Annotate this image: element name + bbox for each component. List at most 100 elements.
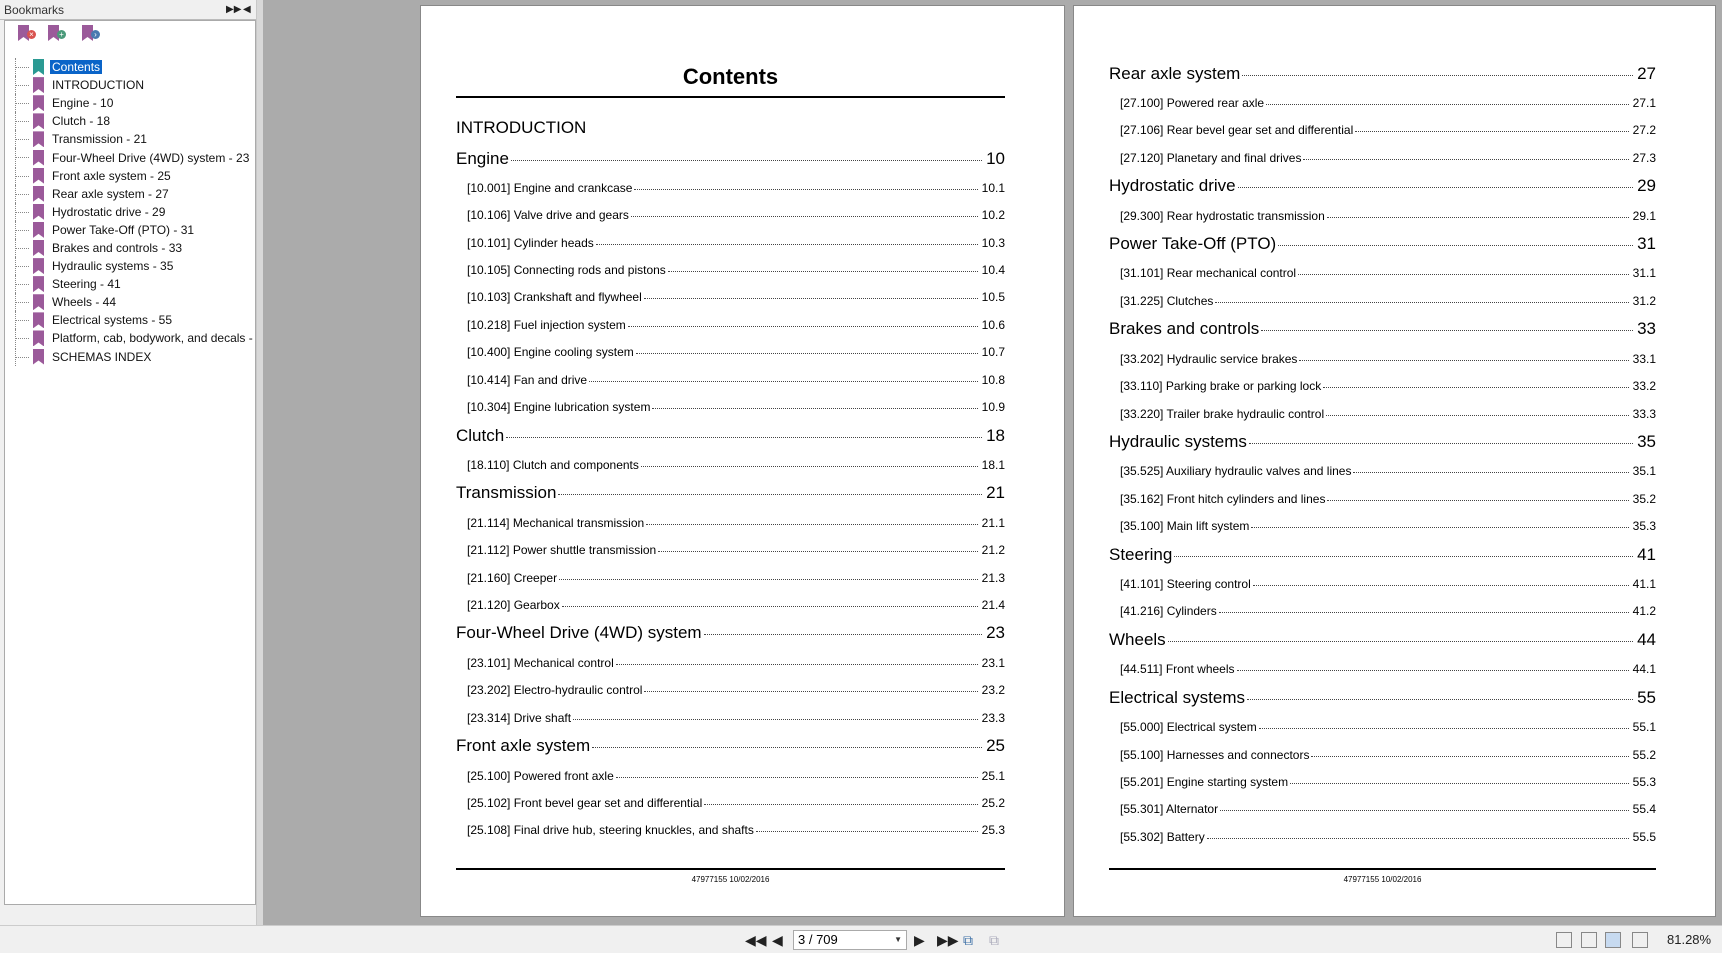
toc-entry[interactable]: [21.160] Creeper 21.3 [456,563,1005,590]
continuous-view-icon[interactable] [1581,932,1597,948]
toc-entry[interactable]: [27.106] Rear bevel gear set and differe… [1109,116,1656,143]
toc-entry[interactable]: [41.216] Cylinders 41.2 [1109,597,1656,624]
toc-section[interactable]: Electrical systems 55 [1109,682,1656,713]
toc-entry[interactable]: [21.112] Power shuttle transmission 21.2 [456,536,1005,563]
next-page-icon[interactable]: ▶ [914,932,925,948]
toc-entry[interactable]: [10.400] Engine cooling system 10.7 [456,338,1005,365]
toc-section[interactable]: Transmission 21 [456,478,1005,509]
toc-entry[interactable]: [18.110] Clutch and components 18.1 [456,451,1005,478]
toc-entry[interactable]: [25.100] Powered front axle 25.1 [456,761,1005,788]
add-bookmark-icon[interactable]: + [48,25,66,41]
toc-entry[interactable]: [10.103] Crankshaft and flywheel 10.5 [456,283,1005,310]
bookmark-item[interactable]: Hydraulic systems - 35 [15,257,255,276]
toc-entry[interactable]: [31.225] Clutches 31.2 [1109,286,1656,313]
page-footer: 47977155 10/02/2016 [1343,875,1422,884]
two-page-view-icon[interactable] [1605,932,1621,948]
toc-entry[interactable]: [33.220] Trailer brake hydraulic control… [1109,399,1656,426]
toc-entry[interactable]: [29.300] Rear hydrostatic transmission 29… [1109,201,1656,228]
toc-section[interactable]: Wheels 44 [1109,624,1656,655]
toc-section[interactable]: Power Take-Off (PTO) 31 [1109,229,1656,260]
toc-entry[interactable]: [35.100] Main lift system 35.3 [1109,512,1656,539]
dot-leader [615,663,978,665]
toc-entry[interactable]: [10.218] Fuel injection system 10.6 [456,310,1005,337]
toc-entry[interactable]: [55.000] Electrical system 55.1 [1109,713,1656,740]
previous-page-icon[interactable]: ◀ [772,932,783,948]
toc-entry[interactable]: [55.100] Harnesses and connectors 55.2 [1109,740,1656,767]
toc-entry[interactable]: [33.110] Parking brake or parking lock 33… [1109,372,1656,399]
chevron-down-icon[interactable]: ▼ [894,935,902,944]
bookmark-item[interactable]: Transmission - 21 [15,130,255,149]
toc-entry[interactable]: [10.001] Engine and crankcase 10.1 [456,174,1005,201]
toc-introduction[interactable]: INTRODUCTION [456,118,587,137]
entry-page: 55.2 [1632,747,1656,762]
toc-section[interactable]: Clutch 18 [456,420,1005,451]
bookmark-label: Rear axle system - 27 [52,186,169,201]
toc-entry[interactable]: [23.202] Electro-hydraulic control 23.2 [456,676,1005,703]
bookmark-item[interactable]: Steering - 41 [15,275,255,294]
toc-entry[interactable]: [21.120] Gearbox 21.4 [456,591,1005,618]
bookmark-item[interactable]: INTRODUCTION [15,76,255,95]
section-title: Brakes and controls [1109,319,1260,339]
toc-entry[interactable]: [35.525] Auxiliary hydraulic valves and … [1109,457,1656,484]
entry-page: 27.2 [1632,123,1656,138]
footer-rule [1109,868,1656,870]
toc-entry[interactable]: [55.301] Alternator 55.4 [1109,795,1656,822]
toc-entry[interactable]: [55.201] Engine starting system 55.3 [1109,768,1656,795]
toc-entry[interactable]: [25.108] Final drive hub, steering knuck… [456,816,1005,843]
toc-entry[interactable]: [10.414] Fan and drive 10.8 [456,365,1005,392]
bookmark-item[interactable]: Front axle system - 25 [15,166,255,185]
dot-leader [1327,499,1629,501]
toc-entry[interactable]: [10.105] Connecting rods and pistons 10.4 [456,256,1005,283]
toc-section[interactable]: Rear axle system 27 [1109,58,1656,89]
bookmark-item[interactable]: Contents [15,58,255,77]
toc-section[interactable]: Hydraulic systems 35 [1109,427,1656,458]
toc-section[interactable]: Front axle system 25 [456,731,1005,762]
toc-section[interactable]: Brakes and controls 33 [1109,314,1656,345]
last-page-icon[interactable]: ▶▶ [937,932,959,948]
toc-entry[interactable]: [23.101] Mechanical control 23.1 [456,648,1005,675]
bookmark-item[interactable]: Rear axle system - 27 [15,184,255,203]
toc-entry[interactable]: [41.101] Steering control 41.1 [1109,570,1656,597]
bookmark-item[interactable]: Electrical systems - 55 [15,311,255,330]
toc-section[interactable]: Four-Wheel Drive (4WD) system 23 [456,618,1005,649]
panel-splitter[interactable] [257,0,263,925]
toc-entry[interactable]: [35.162] Front hitch cylinders and lines… [1109,484,1656,511]
panel-menu-icon[interactable]: ◀ [243,4,251,15]
bookmark-item[interactable]: Hydrostatic drive - 29 [15,202,255,221]
toc-section[interactable]: Engine 10 [456,143,1005,174]
bookmark-item[interactable]: Wheels - 44 [15,293,255,312]
bookmark-item[interactable]: Platform, cab, bodywork, and decals - [15,329,255,348]
zoom-level[interactable]: 81.28% [1667,932,1712,947]
toc-entry[interactable]: [10.106] Valve drive and gears 10.2 [456,201,1005,228]
collapse-panel-icon[interactable]: ▶▶ [226,4,242,15]
delete-bookmark-icon[interactable]: × [18,25,36,41]
toc-entry[interactable]: [55.302] Battery 55.5 [1109,822,1656,849]
go-to-bookmark-icon[interactable]: › [82,25,100,41]
entry-title: [35.100] Main lift system [1120,519,1250,534]
single-page-view-icon[interactable] [1556,932,1572,948]
next-view-icon[interactable]: ⧉ [989,932,999,948]
bookmark-item[interactable]: Four-Wheel Drive (4WD) system - 23 [15,148,255,167]
toc-entry[interactable]: [10.101] Cylinder heads 10.3 [456,228,1005,255]
page-number-field[interactable]: 3 / 709 ▼ [793,930,907,950]
toc-entry[interactable]: [25.102] Front bevel gear set and differ… [456,789,1005,816]
toc-entry[interactable]: [33.202] Hydraulic service brakes 33.1 [1109,344,1656,371]
toc-entry[interactable]: [31.101] Rear mechanical control 31.1 [1109,259,1656,286]
bookmark-item[interactable]: Brakes and controls - 33 [15,238,255,258]
previous-view-icon[interactable]: ⧉ [963,932,973,948]
bookmark-item[interactable]: Engine - 10 [15,94,255,113]
toc-entry[interactable]: [23.314] Drive shaft 23.3 [456,703,1005,730]
bookmark-item[interactable]: SCHEMAS INDEX [15,347,255,366]
toc-entry[interactable]: [27.120] Planetary and final drives 27.3 [1109,143,1656,170]
toc-entry[interactable]: [21.114] Mechanical transmission 21.1 [456,508,1005,535]
toc-entry[interactable]: [10.304] Engine lubrication system 10.9 [456,393,1005,420]
two-page-continuous-view-icon[interactable] [1632,932,1648,948]
bookmark-item[interactable]: Power Take-Off (PTO) - 31 [15,220,255,239]
toc-entry[interactable]: [44.511] Front wheels 44.1 [1109,655,1656,682]
bookmark-item[interactable]: Clutch - 18 [15,112,255,131]
toc-entry[interactable]: [27.100] Powered rear axle 27.1 [1109,89,1656,116]
first-page-icon[interactable]: ◀◀ [745,932,767,948]
toc-section[interactable]: Steering 41 [1109,539,1656,570]
toc-section[interactable]: Hydrostatic drive 29 [1109,171,1656,202]
entry-title: [21.114] Mechanical transmission [467,515,645,530]
